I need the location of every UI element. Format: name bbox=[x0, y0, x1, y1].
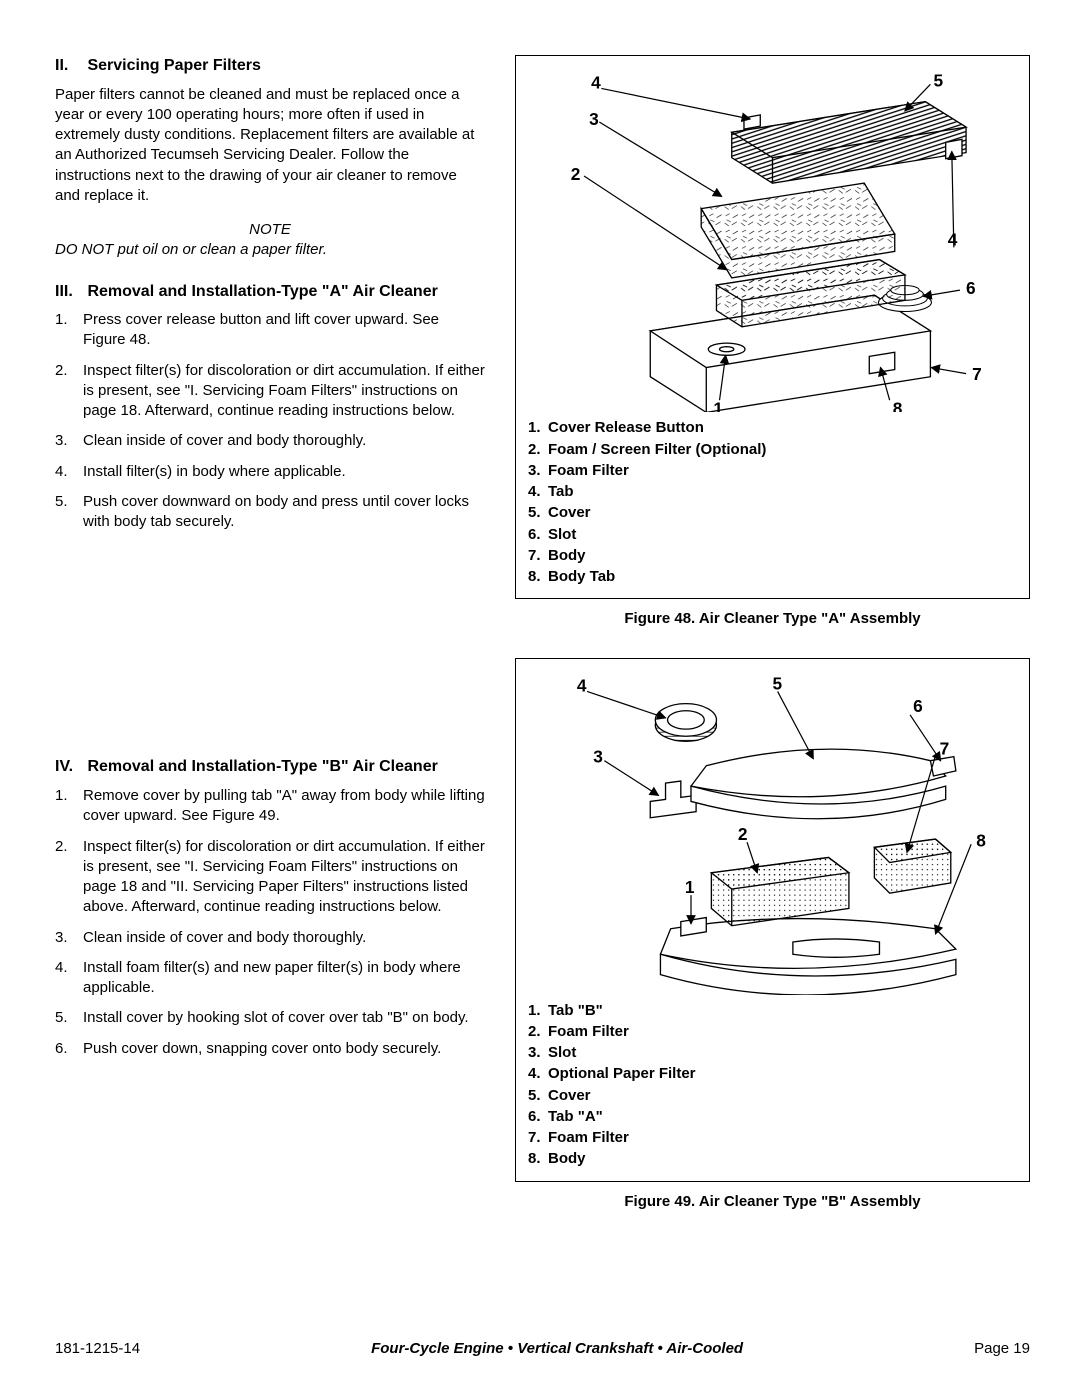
legend-item: 2.Foam Filter bbox=[528, 1022, 1017, 1042]
step-item: 6.Push cover down, snapping cover onto b… bbox=[55, 1039, 485, 1059]
step-item: 2.Inspect filter(s) for discoloration or… bbox=[55, 837, 485, 918]
spacer bbox=[55, 556, 485, 756]
svg-text:4: 4 bbox=[577, 675, 587, 695]
legend-item: 3.Foam Filter bbox=[528, 461, 1017, 481]
page-footer: 181-1215-14 Four-Cycle Engine • Vertical… bbox=[55, 1339, 1030, 1359]
legend-item: 1.Tab "B" bbox=[528, 1001, 1017, 1021]
figure-48-box: 4 5 3 2 1 8 4 6 7 1.Cover Release Button… bbox=[515, 55, 1030, 599]
legend-item: 7.Foam Filter bbox=[528, 1128, 1017, 1148]
footer-docnum: 181-1215-14 bbox=[55, 1339, 140, 1359]
figure-49-box: 4 5 6 7 3 2 8 1 1.Tab "B" 2.Foam Filter … bbox=[515, 658, 1030, 1182]
step-item: 5.Push cover downward on body and press … bbox=[55, 492, 485, 533]
legend-item: 5.Cover bbox=[528, 1086, 1017, 1106]
roman-iv: IV. bbox=[55, 756, 83, 778]
heading-ii-text: Servicing Paper Filters bbox=[87, 57, 260, 74]
svg-text:8: 8 bbox=[893, 398, 903, 412]
svg-text:6: 6 bbox=[966, 278, 976, 298]
roman-iii: III. bbox=[55, 281, 83, 303]
section-iii-steps: 1.Press cover release button and lift co… bbox=[55, 310, 485, 532]
figure-48-diagram: 4 5 3 2 1 8 4 6 7 bbox=[528, 66, 1017, 412]
figure-49-caption: Figure 49. Air Cleaner Type "B" Assembly bbox=[515, 1192, 1030, 1212]
svg-text:4: 4 bbox=[591, 72, 601, 92]
step-item: 5.Install cover by hooking slot of cover… bbox=[55, 1008, 485, 1028]
svg-text:4: 4 bbox=[948, 229, 958, 249]
legend-item: 7.Body bbox=[528, 546, 1017, 566]
legend-item: 8.Body Tab bbox=[528, 567, 1017, 587]
figure-49-diagram: 4 5 6 7 3 2 8 1 bbox=[528, 669, 1017, 995]
section-iv-steps: 1.Remove cover by pulling tab "A" away f… bbox=[55, 786, 485, 1059]
svg-text:5: 5 bbox=[933, 70, 943, 90]
svg-text:2: 2 bbox=[738, 824, 748, 844]
heading-iii-text: Removal and Installation-Type "A" Air Cl… bbox=[87, 283, 437, 300]
right-column: 4 5 3 2 1 8 4 6 7 1.Cover Release Button… bbox=[515, 55, 1030, 1240]
step-item: 1.Remove cover by pulling tab "A" away f… bbox=[55, 786, 485, 827]
svg-text:2: 2 bbox=[571, 164, 581, 184]
section-iii-heading: III. Removal and Installation-Type "A" A… bbox=[55, 281, 485, 303]
legend-item: 4.Tab bbox=[528, 482, 1017, 502]
section-ii-heading: II. Servicing Paper Filters bbox=[55, 55, 485, 77]
figure-48-caption: Figure 48. Air Cleaner Type "A" Assembly bbox=[515, 609, 1030, 629]
left-column: II. Servicing Paper Filters Paper filter… bbox=[55, 55, 485, 1240]
svg-text:6: 6 bbox=[913, 695, 923, 715]
step-item: 2.Inspect filter(s) for discoloration or… bbox=[55, 361, 485, 422]
svg-text:7: 7 bbox=[972, 364, 982, 384]
note-heading: NOTE bbox=[55, 220, 485, 240]
legend-item: 4.Optional Paper Filter bbox=[528, 1064, 1017, 1084]
svg-text:3: 3 bbox=[593, 746, 603, 766]
footer-title: Four-Cycle Engine • Vertical Crankshaft … bbox=[371, 1339, 743, 1359]
step-item: 4.Install filter(s) in body where applic… bbox=[55, 462, 485, 482]
section-iv-heading: IV. Removal and Installation-Type "B" Ai… bbox=[55, 756, 485, 778]
legend-item: 5.Cover bbox=[528, 503, 1017, 523]
figure-49-legend: 1.Tab "B" 2.Foam Filter 3.Slot 4.Optiona… bbox=[528, 1001, 1017, 1170]
step-item: 3.Clean inside of cover and body thoroug… bbox=[55, 431, 485, 451]
heading-iv-text: Removal and Installation-Type "B" Air Cl… bbox=[87, 758, 437, 775]
note-body: DO NOT put oil on or clean a paper filte… bbox=[55, 240, 485, 260]
roman-ii: II. bbox=[55, 55, 83, 77]
svg-text:1: 1 bbox=[685, 877, 695, 897]
legend-item: 8.Body bbox=[528, 1149, 1017, 1169]
svg-text:1: 1 bbox=[713, 398, 723, 412]
figure-48-legend: 1.Cover Release Button 2.Foam / Screen F… bbox=[528, 418, 1017, 587]
legend-item: 3.Slot bbox=[528, 1043, 1017, 1063]
section-ii-para: Paper filters cannot be cleaned and must… bbox=[55, 85, 485, 207]
step-item: 4.Install foam filter(s) and new paper f… bbox=[55, 958, 485, 999]
step-item: 1.Press cover release button and lift co… bbox=[55, 310, 485, 351]
legend-item: 6.Tab "A" bbox=[528, 1107, 1017, 1127]
legend-item: 2.Foam / Screen Filter (Optional) bbox=[528, 440, 1017, 460]
svg-text:7: 7 bbox=[940, 738, 950, 758]
legend-item: 1.Cover Release Button bbox=[528, 418, 1017, 438]
svg-text:5: 5 bbox=[773, 673, 783, 693]
step-item: 3.Clean inside of cover and body thoroug… bbox=[55, 928, 485, 948]
footer-pagenum: Page 19 bbox=[974, 1339, 1030, 1359]
svg-text:8: 8 bbox=[976, 830, 986, 850]
svg-text:3: 3 bbox=[589, 109, 599, 129]
legend-item: 6.Slot bbox=[528, 525, 1017, 545]
